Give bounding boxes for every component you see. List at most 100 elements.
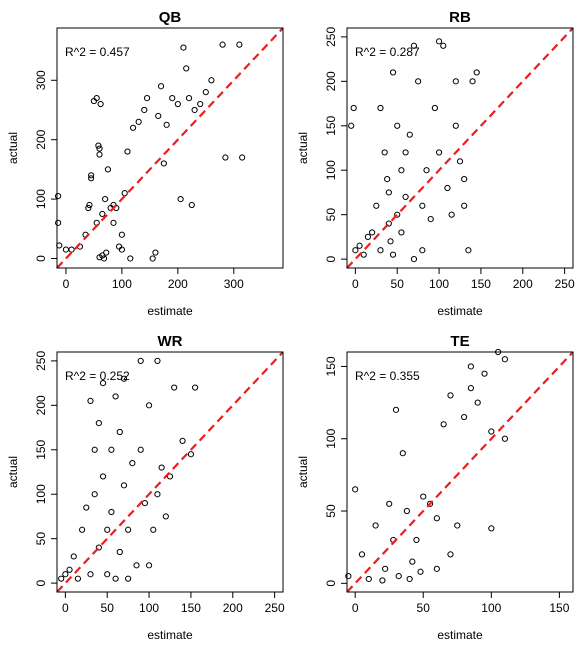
point (461, 202, 468, 209)
point (469, 78, 476, 85)
point (171, 384, 178, 391)
point (501, 356, 509, 363)
x-tick-label: 50 (417, 601, 431, 615)
point (87, 571, 94, 578)
y-tick-label: 300 (34, 70, 48, 90)
point (135, 118, 142, 125)
point (95, 142, 102, 149)
y-tick-label: 50 (324, 208, 338, 222)
y-tick-label: 200 (34, 395, 48, 415)
point (137, 357, 144, 364)
x-tick-label: 100 (139, 601, 159, 615)
x-axis-label: estimate (437, 304, 483, 318)
point (191, 106, 198, 114)
point (133, 562, 140, 569)
point (452, 122, 459, 129)
point (108, 508, 115, 516)
y-tick-label: 0 (324, 255, 338, 262)
point (95, 420, 102, 427)
point (129, 124, 137, 131)
point (419, 202, 426, 209)
x-tick-label: 150 (471, 277, 491, 291)
point (488, 525, 495, 532)
point (120, 375, 128, 382)
point (447, 392, 454, 399)
point (125, 526, 132, 533)
point (202, 89, 209, 96)
y-tick-label: 100 (324, 428, 338, 448)
point (96, 145, 103, 152)
point (104, 526, 111, 533)
x-tick-label: 300 (224, 277, 244, 291)
point (95, 544, 102, 551)
point (402, 149, 409, 156)
point (188, 201, 195, 209)
x-tick-label: 100 (112, 277, 132, 291)
point (124, 148, 131, 155)
point (385, 189, 392, 196)
y-tick-label: 50 (34, 532, 48, 546)
point (174, 100, 181, 108)
point (423, 167, 430, 174)
x-axis-label: estimate (147, 304, 193, 318)
point (79, 526, 86, 533)
point (435, 149, 443, 156)
point (162, 513, 169, 520)
y-tick-label: 0 (34, 579, 48, 586)
point (177, 195, 184, 203)
point (88, 175, 95, 182)
point (145, 562, 153, 569)
point (154, 491, 161, 498)
point (481, 370, 488, 377)
y-tick-label: 150 (324, 356, 338, 376)
point (91, 491, 98, 498)
point (127, 255, 134, 262)
point (118, 231, 125, 238)
point (183, 65, 190, 72)
point (394, 122, 401, 129)
point (426, 500, 434, 507)
point (219, 41, 226, 48)
point (420, 493, 427, 500)
y-tick-label: 100 (34, 189, 48, 209)
point (179, 437, 186, 444)
x-axis-label: estimate (147, 628, 193, 642)
point (152, 249, 159, 256)
point (406, 575, 413, 583)
point (70, 553, 77, 560)
point (433, 565, 440, 572)
annotation: R^2 = 0.287 (355, 45, 420, 59)
point (382, 565, 389, 572)
panel-title: WR (158, 333, 183, 350)
x-tick-label: 0 (62, 601, 69, 615)
point (100, 255, 108, 262)
point (154, 357, 161, 364)
point (91, 446, 98, 453)
y-tick-label: 250 (34, 351, 48, 371)
y-tick-label: 100 (34, 484, 48, 504)
point (222, 154, 229, 161)
point (236, 41, 243, 48)
point (410, 256, 418, 263)
plot-frame (56, 27, 284, 269)
point (208, 77, 215, 84)
point (360, 251, 367, 258)
point (116, 428, 123, 436)
point (120, 482, 128, 489)
point (427, 216, 434, 223)
point (410, 42, 418, 49)
point (365, 575, 372, 583)
point (55, 219, 62, 226)
y-tick-label: 0 (324, 580, 338, 587)
reference-line (56, 27, 284, 269)
point (103, 249, 110, 256)
reference-line (56, 351, 284, 593)
reference-line (346, 351, 574, 593)
point (385, 220, 392, 227)
point (157, 83, 165, 90)
point (399, 450, 406, 457)
point (460, 413, 468, 421)
y-axis-label: actual (6, 132, 20, 164)
point (435, 38, 443, 45)
